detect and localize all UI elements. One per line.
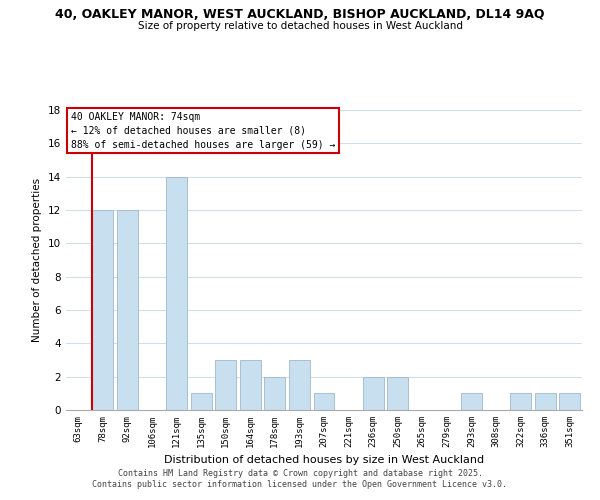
- Bar: [314, 394, 334, 410]
- Bar: [191, 394, 212, 410]
- Text: Size of property relative to detached houses in West Auckland: Size of property relative to detached ho…: [137, 21, 463, 31]
- X-axis label: Distribution of detached houses by size in West Auckland: Distribution of detached houses by size …: [164, 456, 484, 466]
- Bar: [92, 210, 113, 410]
- Bar: [166, 176, 187, 410]
- Bar: [215, 360, 236, 410]
- Bar: [362, 376, 383, 410]
- Bar: [461, 394, 482, 410]
- Bar: [387, 376, 408, 410]
- Bar: [265, 376, 286, 410]
- Text: 40 OAKLEY MANOR: 74sqm
← 12% of detached houses are smaller (8)
88% of semi-deta: 40 OAKLEY MANOR: 74sqm ← 12% of detached…: [71, 112, 335, 150]
- Y-axis label: Number of detached properties: Number of detached properties: [32, 178, 43, 342]
- Bar: [559, 394, 580, 410]
- Text: 40, OAKLEY MANOR, WEST AUCKLAND, BISHOP AUCKLAND, DL14 9AQ: 40, OAKLEY MANOR, WEST AUCKLAND, BISHOP …: [55, 8, 545, 20]
- Bar: [117, 210, 138, 410]
- Bar: [535, 394, 556, 410]
- Text: Contains HM Land Registry data © Crown copyright and database right 2025.: Contains HM Land Registry data © Crown c…: [118, 468, 482, 477]
- Bar: [240, 360, 261, 410]
- Bar: [289, 360, 310, 410]
- Text: Contains public sector information licensed under the Open Government Licence v3: Contains public sector information licen…: [92, 480, 508, 489]
- Bar: [510, 394, 531, 410]
